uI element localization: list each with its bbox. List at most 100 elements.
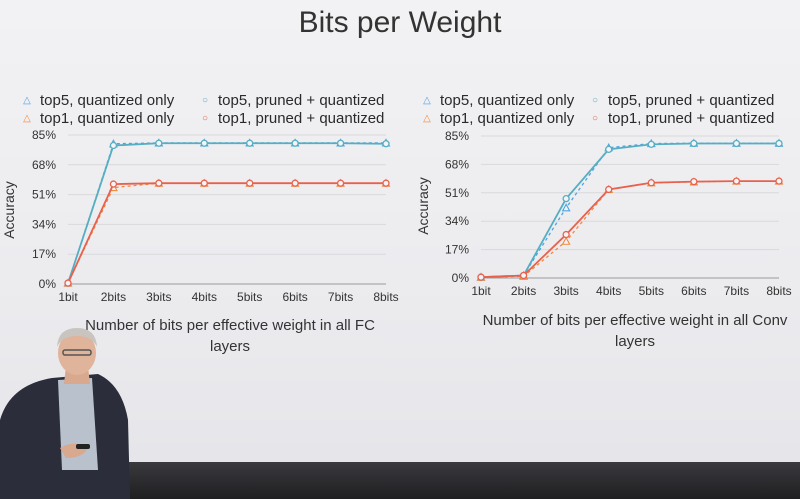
data-point (647, 179, 655, 187)
data-point (690, 177, 698, 186)
legend-label: top1, quantized only (440, 110, 575, 127)
x-tick-label: 5bits (237, 290, 262, 304)
data-point (605, 145, 613, 154)
legend-label: top1, pruned + quantized (608, 110, 775, 127)
x-tick-label: 7bits (328, 290, 353, 304)
series-line (480, 180, 779, 279)
legend-label: top5, pruned + quantized (218, 92, 385, 109)
triangle-marker-icon: △ (23, 113, 31, 124)
legend-label: top5, quantized only (440, 92, 575, 109)
y-tick-label: 17% (445, 243, 469, 257)
x-tick-label: 4bits (596, 284, 621, 298)
data-point (109, 180, 118, 188)
y-tick-label: 34% (445, 214, 469, 228)
data-point (336, 179, 345, 187)
x-tick-label: 6bits (282, 290, 307, 304)
x-tick-label: 8bits (766, 284, 791, 298)
x-tick-label: 2bits (511, 284, 536, 298)
data-point (200, 139, 208, 147)
legend-label: top1, quantized only (40, 110, 175, 127)
y-tick-label: 0% (452, 271, 470, 285)
data-point (382, 140, 390, 148)
legend-label: top5, pruned + quantized (608, 92, 775, 109)
slide-title: Bits per Weight (298, 6, 502, 39)
x-tick-label: 3bits (146, 290, 171, 304)
legend-item: ○ top5, pruned + quantized (588, 92, 774, 109)
x-axis-caption-right: Number of bits per effective weight in a… (482, 312, 788, 350)
data-point (561, 236, 571, 245)
y-tick-label: 51% (445, 186, 469, 200)
circle-marker-icon: ○ (591, 95, 599, 106)
data-point (775, 177, 783, 185)
series-line (480, 142, 779, 279)
data-point (732, 177, 741, 185)
x-tick-label: 8bits (373, 290, 398, 304)
data-point (382, 179, 390, 187)
circle-marker-icon: ○ (591, 113, 599, 124)
triangle-marker-icon: △ (423, 95, 431, 106)
y-tick-label: 68% (445, 157, 469, 171)
x-axis-caption-left: Number of bits per effective weight in a… (85, 317, 375, 355)
data-point (200, 179, 208, 187)
y-axis-label: Accuracy (415, 177, 431, 235)
x-tick-label: 4bits (192, 290, 217, 304)
y-tick-label: 17% (32, 247, 56, 261)
series-line (67, 182, 386, 284)
circle-marker-icon: ○ (201, 113, 209, 124)
data-point (562, 194, 570, 203)
presenter-head (58, 331, 96, 375)
charts-svg: 0% 17% 34% 51% 68% 85% 1bit 2bits 3bits 4bits 5bit… (1, 128, 791, 304)
legend-item: △ top1, quantized only (20, 110, 174, 127)
legend-item: ○ top5, pruned + quantized (198, 92, 384, 109)
x-tick-label: 6bits (681, 284, 706, 298)
y-tick-label: 34% (32, 217, 56, 231)
x-tick-label: 7bits (724, 284, 749, 298)
legend-item: △ top5, quantized only (420, 92, 574, 109)
presenter-hair (57, 328, 97, 347)
data-point (775, 139, 783, 148)
y-tick-label: 51% (32, 188, 56, 202)
y-tick-label: 68% (32, 158, 56, 172)
x-tick-label: 5bits (639, 284, 664, 298)
data-point (690, 139, 698, 148)
data-point (64, 279, 72, 287)
legend-label: top1, pruned + quantized (218, 110, 385, 127)
data-point (605, 185, 613, 194)
triangle-marker-icon: △ (23, 95, 31, 106)
data-point (732, 139, 741, 148)
x-tick-label: 2bits (101, 290, 126, 304)
circle-marker-icon: ○ (201, 95, 209, 106)
presenter-clicker (76, 444, 90, 449)
y-tick-label: 85% (32, 128, 56, 142)
data-point (155, 139, 163, 147)
presenter-glasses (62, 349, 92, 356)
legend-item: △ top1, quantized only (420, 110, 574, 127)
y-axis-label: Accuracy (1, 181, 17, 239)
data-point (336, 139, 345, 147)
legend-label: top5, quantized only (40, 92, 175, 109)
data-point (109, 141, 118, 150)
stage-floor (0, 462, 800, 499)
x-tick-label: 1bit (471, 284, 491, 298)
data-point (562, 230, 570, 239)
data-point (291, 139, 299, 147)
data-point (561, 203, 571, 212)
data-point (477, 273, 485, 281)
data-point (291, 179, 299, 187)
x-tick-label: 1bit (58, 290, 78, 304)
legend-item: △ top5, quantized only (20, 92, 174, 109)
data-point (647, 140, 655, 149)
slide: Bits per Weight △ top5, quantized only △ t… (0, 0, 800, 462)
series-line (67, 142, 387, 284)
y-tick-label: 0% (39, 277, 57, 291)
data-point (519, 271, 528, 280)
data-point (155, 179, 163, 187)
data-point (246, 139, 254, 147)
x-tick-label: 3bits (553, 284, 578, 298)
legend-item: ○ top1, pruned + quantized (198, 110, 384, 127)
data-point (246, 179, 254, 187)
triangle-marker-icon: △ (423, 113, 431, 124)
y-tick-label: 85% (445, 129, 469, 143)
legend-item: ○ top1, pruned + quantized (588, 110, 774, 127)
